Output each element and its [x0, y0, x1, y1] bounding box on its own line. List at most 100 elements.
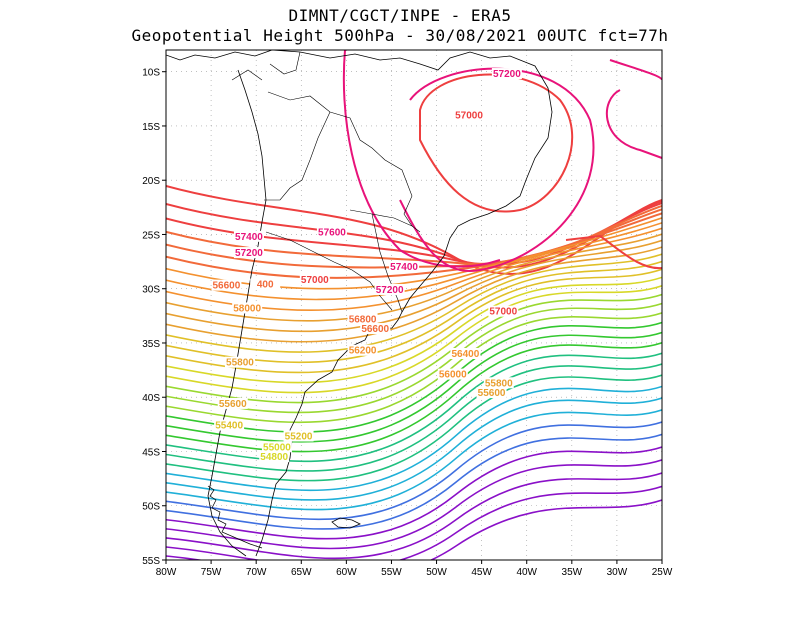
map-title-line2: Geopotential Height 500hPa - 30/08/2021 …	[131, 26, 669, 45]
contour-label: 54800	[260, 452, 288, 463]
country-borders	[231, 51, 421, 313]
contour-label: 55800	[226, 358, 254, 369]
height-contour-line	[166, 284, 662, 394]
high-contour-57000	[419, 73, 574, 213]
contour-label-bg	[224, 356, 255, 368]
lat-tick-label: 20S	[142, 176, 160, 187]
contour-label: 57000	[489, 307, 517, 318]
lat-tick-label: 15S	[142, 122, 160, 133]
fuegian-islands	[207, 485, 263, 549]
height-contour-line	[166, 363, 662, 472]
contour-label: 55000	[263, 442, 291, 453]
height-contour-line	[166, 212, 662, 279]
contour-labels: 57200 57000 57400 57600 57200 57400 57000 56600…	[211, 68, 522, 463]
lat-tick-label: 25S	[142, 230, 160, 241]
south-america-coastline	[166, 50, 553, 557]
contour-label: 56600	[361, 324, 389, 335]
contour-label-bg	[347, 313, 378, 325]
lat-tick-label: 35S	[142, 339, 160, 350]
chile-coastline	[207, 69, 267, 557]
lon-tick-label: 70W	[246, 567, 267, 578]
lon-tick-label: 50W	[426, 567, 447, 578]
lat-tick-label: 55S	[142, 556, 160, 567]
contour-label-bg	[483, 377, 514, 389]
lat-tick-label: 10S	[142, 68, 160, 79]
height-contour-line	[166, 341, 662, 453]
lat-tick-label: 50S	[142, 502, 160, 513]
map-frame	[165, 49, 663, 561]
contour-label-bg	[233, 247, 264, 259]
east-contour-57200	[606, 59, 662, 159]
contour-label-bg	[250, 278, 281, 290]
height-contour-line	[166, 246, 662, 343]
contour-label-bg	[454, 109, 485, 121]
lat-tick-label: 40S	[142, 393, 160, 404]
contour-label: 55200	[285, 431, 313, 442]
contour-label-bg	[211, 279, 242, 291]
falkland-islands	[331, 517, 361, 529]
lon-tick-label: 40W	[516, 567, 537, 578]
contour-label-bg	[283, 430, 314, 442]
contour-label: 55800	[485, 378, 513, 389]
lat-tick-label: 45S	[142, 447, 160, 458]
lon-tick-label: 80W	[156, 567, 177, 578]
contour-label-bg	[437, 368, 468, 380]
lat-tick-label: 30S	[142, 285, 160, 296]
height-contour-line	[166, 374, 662, 482]
contour-label-bg	[233, 230, 264, 242]
contour-label: 400	[257, 280, 274, 291]
contour-label: 57400	[390, 262, 418, 273]
east-contour-57000	[565, 234, 662, 270]
contour-label-bg	[389, 261, 420, 273]
contour-label: 55400	[215, 421, 243, 432]
contour-label-bg	[261, 441, 292, 453]
contour-label: 58000	[233, 303, 261, 314]
height-contour-line	[166, 446, 662, 540]
contour-label-bg	[316, 226, 347, 238]
height-contour-line	[166, 459, 662, 550]
height-contour-line	[166, 239, 662, 333]
lon-tick-label: 75W	[201, 567, 222, 578]
lon-tick-label: 55W	[381, 567, 402, 578]
contour-label-bg	[476, 387, 507, 399]
height-contour-line	[166, 385, 662, 492]
contour-label: 56400	[451, 349, 479, 360]
contour-label-bg	[488, 305, 519, 317]
contour-label: 55600	[478, 388, 506, 399]
contour-label-bg	[450, 348, 481, 359]
lon-tick-label: 35W	[562, 567, 583, 578]
height-contour-line	[166, 499, 662, 560]
contour-label-bg	[259, 451, 290, 463]
lon-tick-label: 25W	[652, 567, 673, 578]
height-contour-line	[166, 253, 662, 353]
contour-label: 57400	[235, 232, 263, 243]
height-contour-line	[166, 222, 662, 301]
contour-label-bg	[491, 68, 522, 80]
coastlines	[166, 50, 553, 557]
lon-tick-label: 60W	[336, 567, 357, 578]
height-contour-line	[166, 397, 662, 501]
contour-label: 56800	[349, 314, 377, 325]
contour-label: 57200	[493, 69, 521, 80]
height-contour-line	[166, 433, 662, 530]
contour-label-bg	[232, 302, 263, 314]
lon-tick-label: 30W	[607, 567, 628, 578]
height-contour-line	[166, 293, 662, 404]
contour-label: 56200	[349, 346, 377, 357]
height-contour-line	[166, 409, 662, 511]
height-contour-line	[166, 485, 662, 560]
map-title-line1: DIMNT/CGCT/INPE - ERA5	[288, 6, 512, 25]
contour-label: 57600	[318, 227, 346, 238]
contour-label: 57000	[301, 275, 329, 286]
contour-label-bg	[214, 419, 245, 431]
contour-label: 55600	[219, 399, 247, 410]
height-contour-line	[166, 312, 662, 424]
height-contour-line	[166, 421, 662, 521]
contour-label: 56600	[213, 281, 241, 292]
north-contour-57600	[342, 50, 501, 268]
high-contour-57200	[399, 67, 595, 273]
lon-tick-label: 45W	[471, 567, 492, 578]
contour-label-bg	[374, 283, 405, 295]
height-contour-line	[166, 472, 662, 560]
